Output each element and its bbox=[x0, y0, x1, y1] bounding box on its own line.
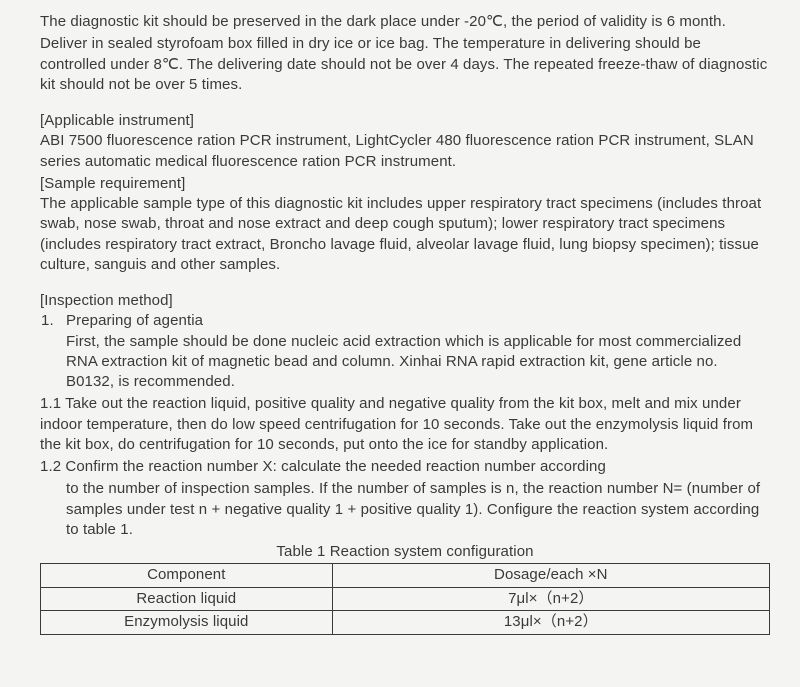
heading-applicable-instrument: [Applicable instrument] bbox=[40, 111, 770, 131]
table-row: Reaction liquid 7μl×（n+2） bbox=[41, 587, 770, 611]
step-1-2-body: to the number of inspection samples. If … bbox=[66, 479, 770, 540]
step-1-2-line1: 1.2 Confirm the reaction number X: calcu… bbox=[40, 457, 770, 477]
table-header-component: Component bbox=[41, 564, 333, 588]
step-1-1: 1.1 Take out the reaction liquid, positi… bbox=[40, 394, 770, 455]
sample-para: The applicable sample type of this diagn… bbox=[40, 194, 770, 275]
inspection-list: Preparing of agentia First, the sample s… bbox=[40, 311, 770, 392]
storage-para-1: The diagnostic kit should be preserved i… bbox=[40, 12, 770, 32]
table-header-dosage: Dosage/each ×N bbox=[332, 564, 769, 588]
list-item-1-title: Preparing of agentia bbox=[66, 312, 203, 329]
spacer bbox=[40, 277, 770, 291]
document-page: The diagnostic kit should be preserved i… bbox=[0, 0, 800, 647]
heading-inspection-method: [Inspection method] bbox=[40, 291, 770, 311]
list-item-1: Preparing of agentia First, the sample s… bbox=[58, 311, 770, 392]
heading-sample-requirement: [Sample requirement] bbox=[40, 174, 770, 194]
table-caption: Table 1 Reaction system configuration bbox=[40, 542, 770, 562]
reaction-config-table: Component Dosage/each ×N Reaction liquid… bbox=[40, 563, 770, 635]
instrument-para: ABI 7500 fluorescence ration PCR instrum… bbox=[40, 131, 770, 172]
cell-enzymolysis-dosage: 13μl×（n+2） bbox=[332, 611, 769, 635]
list-item-1-body: First, the sample should be done nucleic… bbox=[66, 332, 770, 393]
spacer bbox=[40, 97, 770, 111]
cell-reaction-dosage: 7μl×（n+2） bbox=[332, 587, 769, 611]
table-row: Component Dosage/each ×N bbox=[41, 564, 770, 588]
table-row: Enzymolysis liquid 13μl×（n+2） bbox=[41, 611, 770, 635]
storage-para-2: Deliver in sealed styrofoam box filled i… bbox=[40, 34, 770, 95]
cell-reaction-liquid: Reaction liquid bbox=[41, 587, 333, 611]
cell-enzymolysis-liquid: Enzymolysis liquid bbox=[41, 611, 333, 635]
